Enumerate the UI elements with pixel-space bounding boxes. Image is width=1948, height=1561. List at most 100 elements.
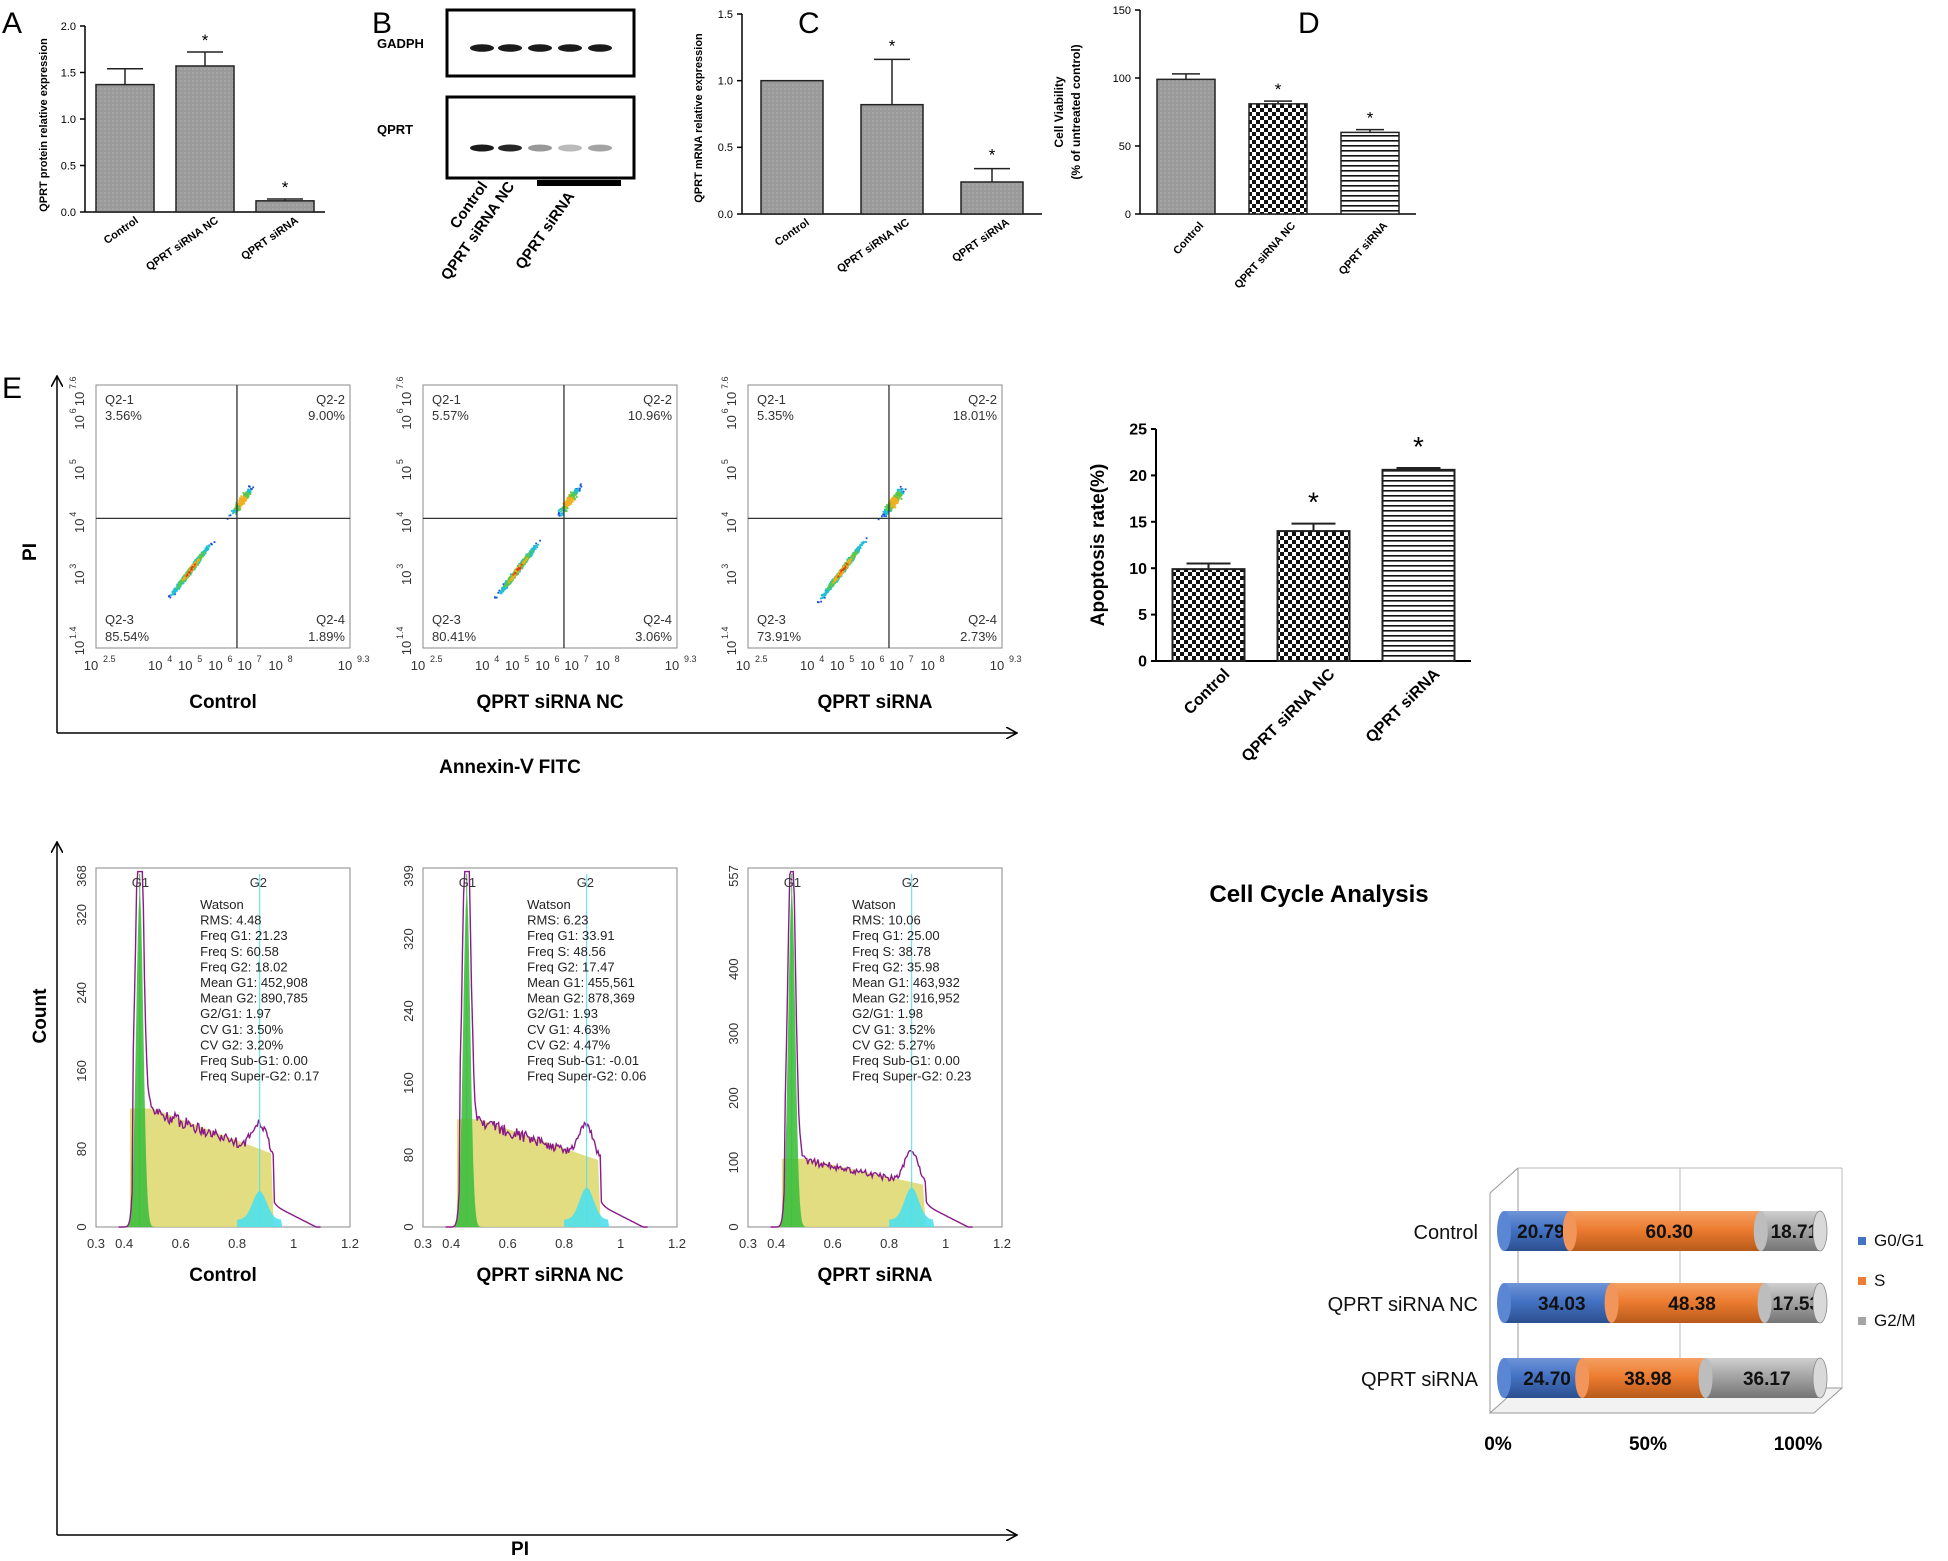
event-dot — [886, 507, 889, 510]
y-tick-label: 320 — [74, 904, 89, 926]
event-dot — [178, 587, 181, 589]
fit-stat-line: Freq S: 60.58 — [200, 944, 279, 959]
flow-plot-title: Control — [189, 692, 257, 713]
y-tick-exponent: 3 — [68, 564, 78, 569]
event-dot — [565, 500, 568, 503]
event-dot — [252, 486, 255, 489]
event-dot — [883, 513, 886, 516]
event-dot — [565, 505, 568, 508]
event-dot — [185, 573, 187, 576]
y-tick-base: 10 — [72, 641, 87, 655]
segment-g2-m — [1764, 1283, 1820, 1323]
fit-stat-line: CV G2: 4.47% — [527, 1037, 611, 1052]
y-tick-label: 1.5 — [61, 67, 76, 79]
event-dot — [817, 601, 819, 603]
event-dot — [558, 509, 560, 512]
quadrant-value: 9.00% — [308, 408, 345, 423]
event-dot — [859, 547, 862, 550]
segment-s — [1611, 1283, 1765, 1323]
x-tick-exponent: 9.3 — [684, 654, 697, 664]
event-dot — [842, 571, 844, 573]
y-tick-label: 2.0 — [61, 21, 76, 33]
event-dot — [197, 556, 200, 559]
event-dot — [569, 501, 572, 504]
fit-stat-line: G2/G1: 1.97 — [200, 1006, 271, 1021]
event-dot — [517, 571, 520, 573]
event-dot — [516, 571, 519, 574]
flow-plot-1: Q2-15.57%Q2-210.96%Q2-380.41%Q2-43.06%10… — [395, 376, 697, 713]
event-dot — [192, 565, 195, 568]
event-dot — [246, 494, 249, 496]
event-dot — [845, 563, 847, 566]
event-dot — [881, 515, 883, 518]
event-dot — [190, 571, 193, 574]
bar-qprt-sirna-nc — [1276, 530, 1351, 663]
event-dot — [835, 578, 838, 581]
qprt-band — [528, 144, 552, 152]
event-dot — [900, 498, 903, 500]
fit-stat-line: RMS: 4.48 — [200, 913, 261, 928]
gadph-band — [528, 44, 552, 52]
event-dot — [181, 582, 184, 585]
event-dot — [848, 560, 850, 562]
event-dot — [855, 550, 858, 553]
category-label: QPRT siRNA NC — [144, 215, 221, 274]
event-dot — [884, 514, 887, 517]
y-tick-base: 10 — [724, 641, 739, 655]
x-tick-label: 0.8 — [880, 1236, 898, 1251]
event-dot — [578, 489, 581, 492]
event-dot — [505, 583, 508, 586]
x-tick-exponent: 7 — [584, 654, 589, 664]
segment-cap — [1753, 1211, 1768, 1251]
event-dot — [171, 591, 174, 593]
event-dot — [168, 594, 171, 597]
event-dot — [854, 549, 857, 552]
qprt-band — [498, 144, 522, 152]
event-dot — [832, 580, 834, 583]
apoptosis-ylabel: Apoptosis rate(%) — [1088, 464, 1109, 627]
fit-stat-line: Mean G1: 463,932 — [852, 975, 960, 990]
event-dot — [887, 510, 889, 513]
event-dot — [831, 585, 834, 588]
event-dot — [857, 550, 860, 553]
event-dot — [892, 505, 895, 508]
event-dot — [830, 584, 832, 587]
event-dot — [189, 569, 192, 571]
y-tick-base: 10 — [72, 415, 87, 429]
event-dot — [849, 556, 852, 559]
panel-letter-a: A — [2, 7, 22, 40]
event-dot — [171, 592, 174, 595]
y-tick-base: 10 — [724, 571, 739, 585]
event-dot — [893, 497, 896, 499]
event-dot — [200, 554, 203, 557]
x-tick-base: 10 — [889, 658, 903, 673]
bar-qprt-sirna-nc — [1248, 103, 1308, 215]
fit-stat-line: Watson — [527, 897, 571, 912]
category-label: QPRT siRNA — [1337, 220, 1391, 278]
event-dot — [560, 512, 562, 515]
event-dot — [570, 496, 573, 498]
event-dot — [184, 578, 187, 581]
segment-value-label: 36.17 — [1743, 1369, 1791, 1390]
y-tick-label: 300 — [726, 1023, 741, 1045]
x-tick-label: 0.4 — [442, 1236, 460, 1251]
event-dot — [566, 497, 569, 499]
category-label: Control — [102, 215, 141, 247]
gadph-blot-frame — [445, 8, 636, 78]
event-dot — [566, 503, 569, 505]
event-dot — [174, 593, 176, 596]
event-dot — [567, 499, 569, 502]
fit-stat-line: Watson — [852, 897, 896, 912]
event-dot — [198, 559, 200, 561]
event-dot — [239, 498, 241, 500]
event-dot — [890, 509, 893, 512]
event-dot — [177, 585, 180, 588]
event-dot — [229, 514, 232, 517]
event-dot — [836, 573, 839, 576]
segment-value-label: 18.71 — [1771, 1222, 1819, 1243]
fit-stat-line: Mean G2: 878,369 — [527, 991, 635, 1006]
x-tick-exponent: 8 — [940, 654, 945, 664]
fit-stat-line: Freq G1: 25.00 — [852, 928, 939, 943]
y-tick-exponent: 1.4 — [68, 626, 78, 639]
event-dot — [176, 587, 178, 590]
